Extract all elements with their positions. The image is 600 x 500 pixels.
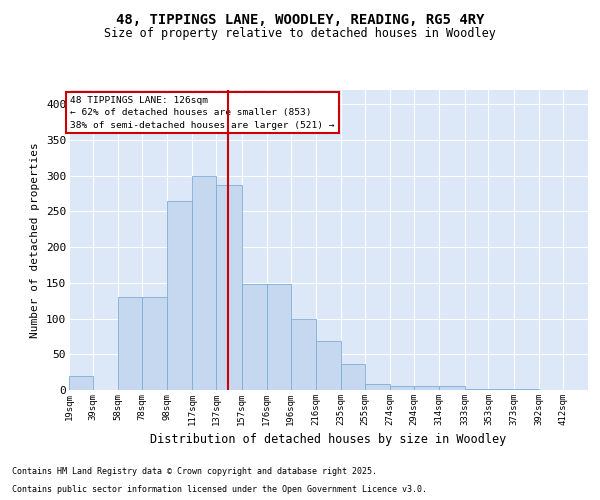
Bar — [464, 388, 488, 390]
Bar — [439, 386, 464, 390]
Bar — [118, 297, 142, 390]
Text: 48 TIPPINGS LANE: 126sqm
← 62% of detached houses are smaller (853)
38% of semi-: 48 TIPPINGS LANE: 126sqm ← 62% of detach… — [70, 96, 335, 130]
Text: Size of property relative to detached houses in Woodley: Size of property relative to detached ho… — [104, 28, 496, 40]
Bar — [167, 200, 193, 390]
Bar — [142, 297, 167, 390]
Bar — [69, 376, 93, 390]
Bar — [193, 176, 217, 390]
X-axis label: Distribution of detached houses by size in Woodley: Distribution of detached houses by size … — [151, 434, 506, 446]
Bar — [390, 386, 414, 390]
Bar — [414, 386, 439, 390]
Y-axis label: Number of detached properties: Number of detached properties — [31, 142, 40, 338]
Bar — [217, 185, 242, 390]
Bar — [291, 320, 316, 390]
Bar — [316, 342, 341, 390]
Text: 48, TIPPINGS LANE, WOODLEY, READING, RG5 4RY: 48, TIPPINGS LANE, WOODLEY, READING, RG5… — [116, 12, 484, 26]
Text: Contains HM Land Registry data © Crown copyright and database right 2025.: Contains HM Land Registry data © Crown c… — [12, 467, 377, 476]
Bar — [365, 384, 390, 390]
Bar — [242, 284, 267, 390]
Bar — [267, 284, 291, 390]
Text: Contains public sector information licensed under the Open Government Licence v3: Contains public sector information licen… — [12, 485, 427, 494]
Bar — [341, 364, 365, 390]
